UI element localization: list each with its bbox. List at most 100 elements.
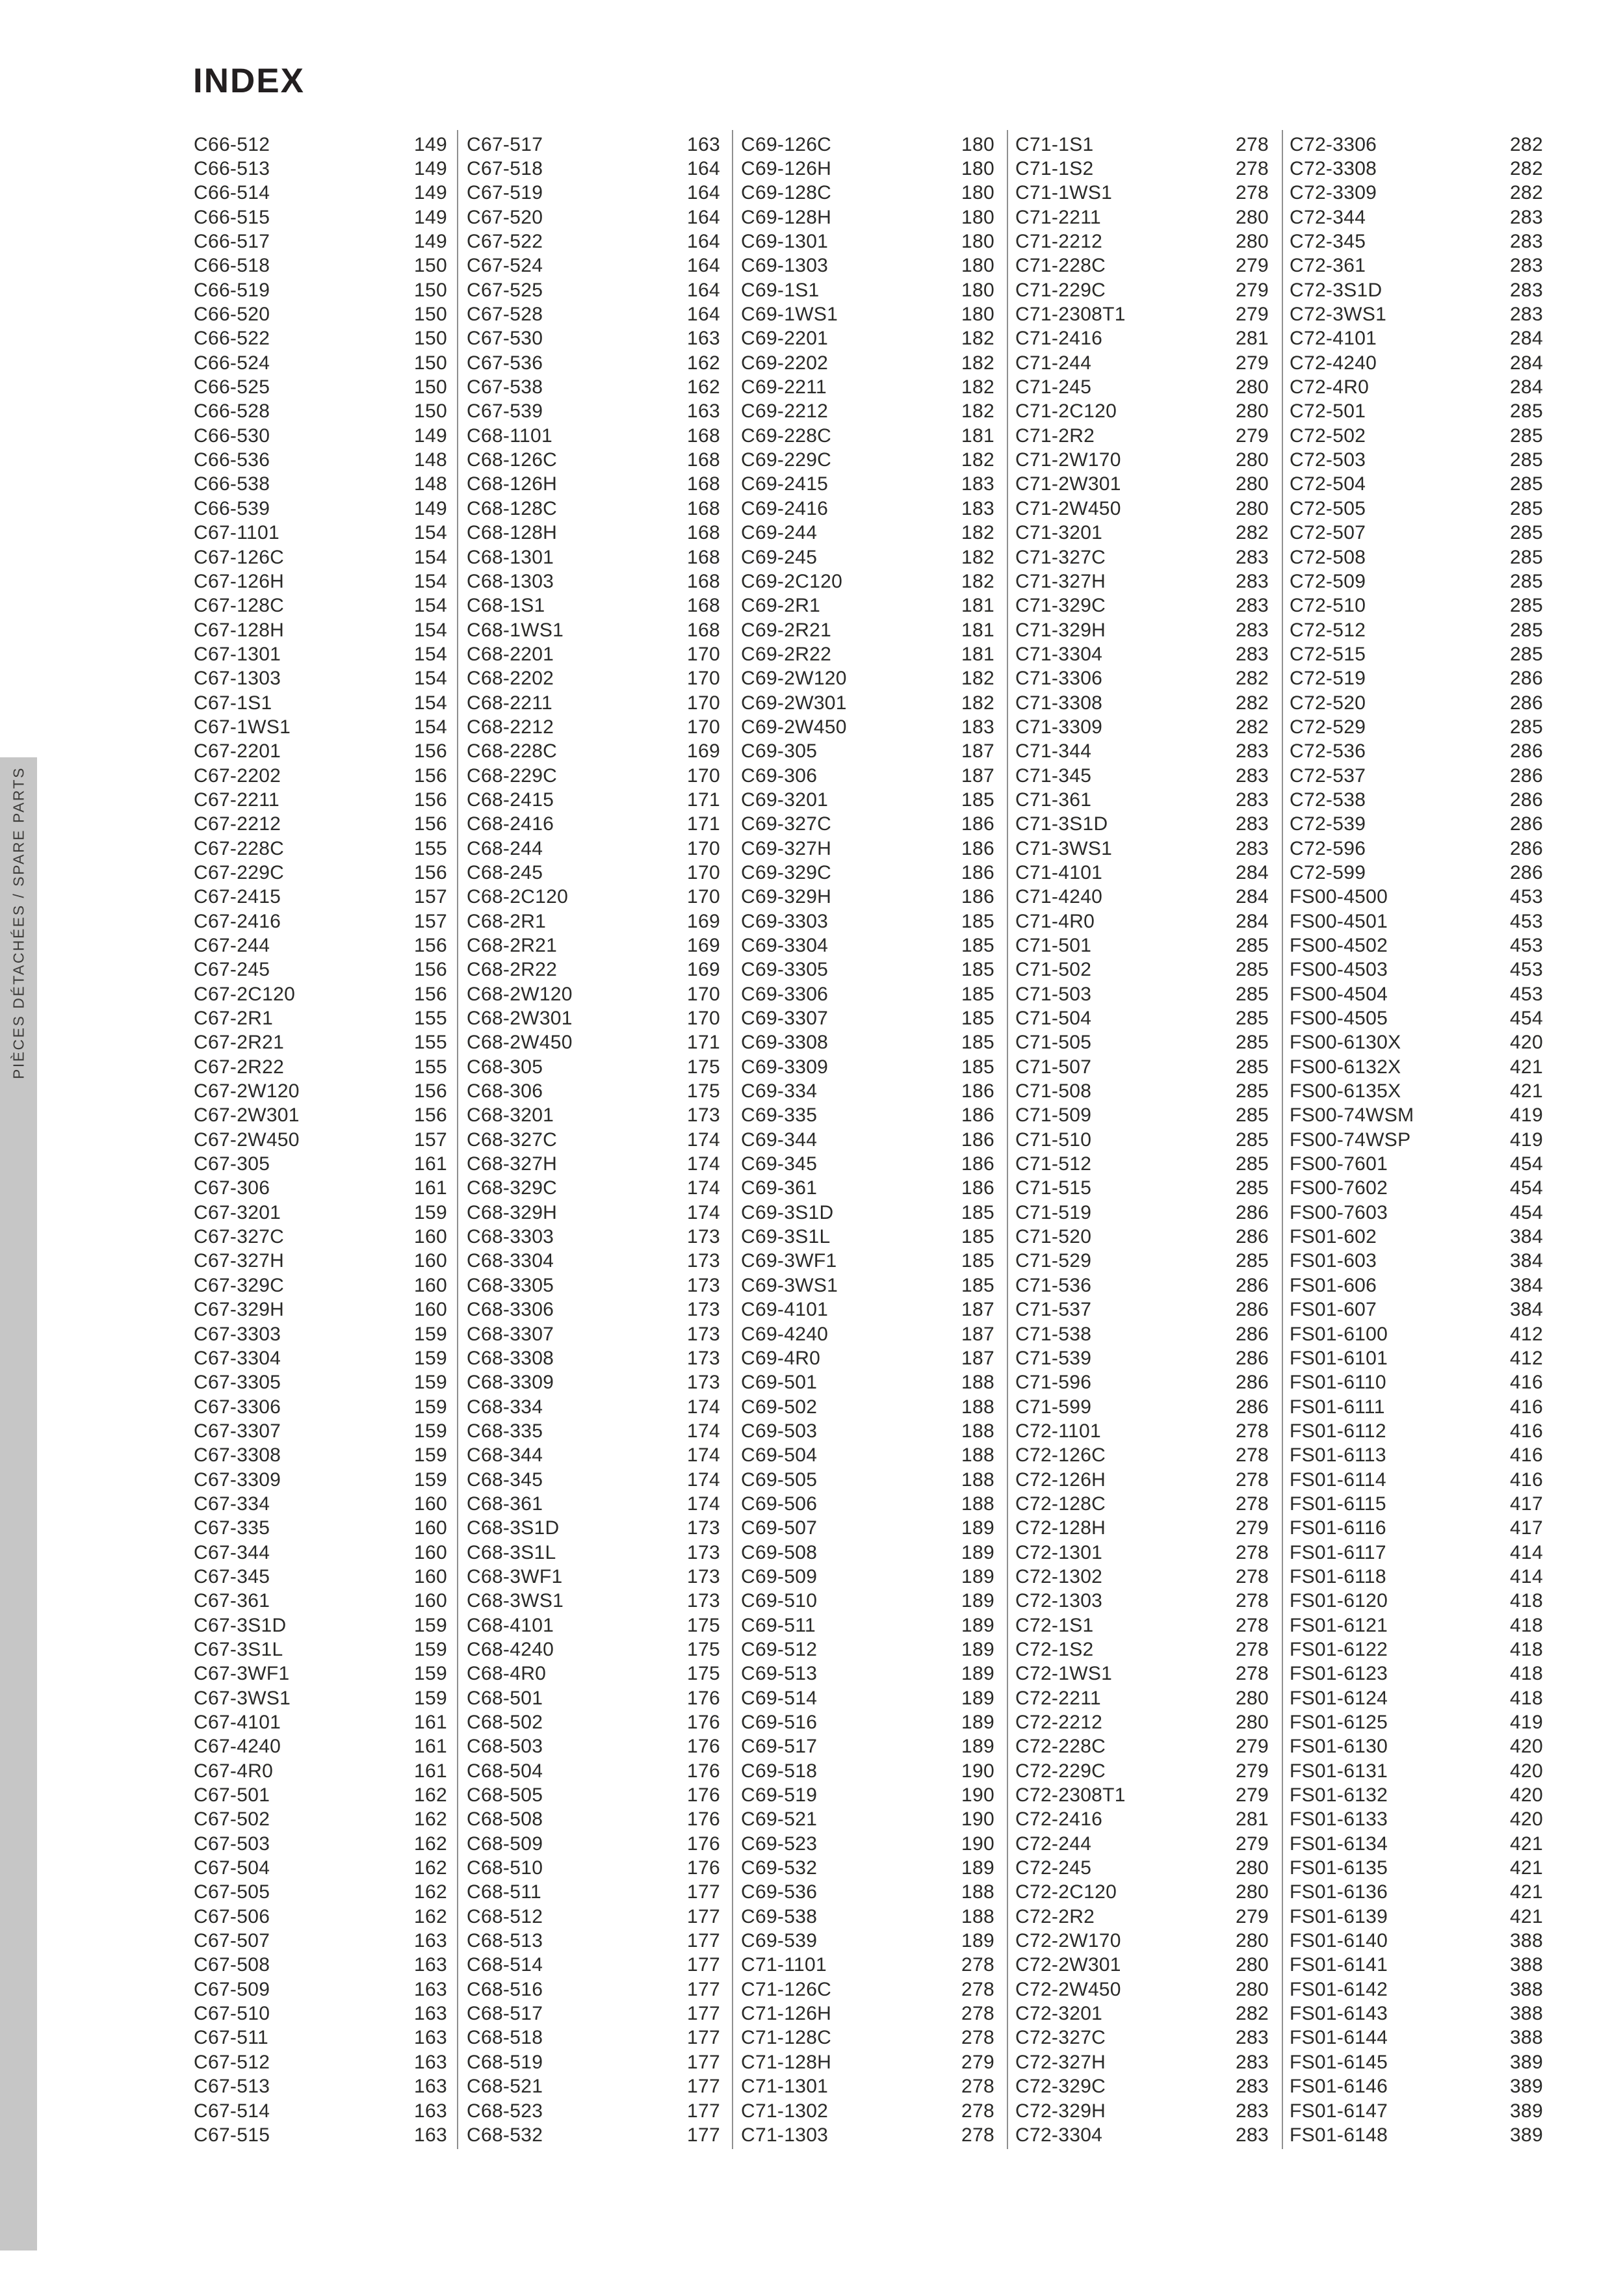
part-number: C71-329H <box>1015 619 1106 641</box>
part-number: C72-2W170 <box>1015 1930 1121 1952</box>
page-number: 177 <box>687 1954 720 1976</box>
part-number: C72-539 <box>1290 813 1366 835</box>
page-number: 182 <box>961 546 994 568</box>
index-row: C68-244 170 <box>467 837 720 861</box>
page-number: 286 <box>1510 861 1543 883</box>
index-row: C69-2R22 181 <box>741 642 994 666</box>
index-row: C69-128C 180 <box>741 181 994 205</box>
part-number: C72-502 <box>1290 424 1366 447</box>
index-row: C72-537 286 <box>1290 764 1543 788</box>
page-number: 279 <box>1236 304 1269 326</box>
part-number: C67-518 <box>467 158 543 180</box>
part-number: C68-305 <box>467 1056 543 1078</box>
page-number: 278 <box>961 2124 994 2146</box>
index-row: C68-532 177 <box>467 2123 720 2147</box>
part-number: C71-345 <box>1015 764 1092 787</box>
part-number: C68-2415 <box>467 789 554 811</box>
index-row: C72-596 286 <box>1290 837 1543 861</box>
part-number: FS01-6144 <box>1290 2027 1388 2049</box>
page-number: 170 <box>687 764 720 787</box>
index-row: C68-3309 173 <box>467 1371 720 1395</box>
page-number: 154 <box>414 522 447 544</box>
part-number: C67-344 <box>194 1541 270 1563</box>
part-number: C69-128H <box>741 206 832 228</box>
page-number: 282 <box>1236 2003 1269 2025</box>
index-row: C67-1101 154 <box>194 521 447 545</box>
index-row: FS01-6124 418 <box>1290 1686 1543 1710</box>
index-row: C67-507 163 <box>194 1929 447 1953</box>
page-number: 180 <box>961 255 994 277</box>
page-number: 283 <box>1236 595 1269 617</box>
page-number: 150 <box>414 376 447 398</box>
page-number: 154 <box>414 692 447 714</box>
page-number: 416 <box>1510 1372 1543 1394</box>
page-number: 286 <box>1510 740 1543 763</box>
index-row: C72-244 279 <box>1015 1832 1269 1856</box>
part-number: C69-3309 <box>741 1056 829 1078</box>
index-row: C68-327C 174 <box>467 1128 720 1152</box>
page-number: 279 <box>1236 1736 1269 1758</box>
page-number: 181 <box>961 424 994 447</box>
index-row: C67-1S1 154 <box>194 691 447 715</box>
part-number: C69-2R1 <box>741 595 821 617</box>
part-number: C68-521 <box>467 2076 543 2098</box>
index-row: C67-3S1L 159 <box>194 1637 447 1662</box>
page-number: 149 <box>414 182 447 204</box>
page-number: 416 <box>1510 1420 1543 1442</box>
part-number: C68-344 <box>467 1444 543 1467</box>
page-number: 388 <box>1510 2003 1543 2025</box>
page-number: 174 <box>687 1153 720 1175</box>
page-number: 162 <box>414 1784 447 1807</box>
part-number: C69-3308 <box>741 1032 829 1054</box>
part-number: C69-2C120 <box>741 570 843 592</box>
part-number: C72-507 <box>1290 522 1366 544</box>
part-number: C71-228C <box>1015 255 1106 277</box>
page-number: 278 <box>1236 1468 1269 1491</box>
part-number: C71-3308 <box>1015 692 1103 714</box>
index-row: C71-504 285 <box>1015 1006 1269 1030</box>
index-row: C71-529 285 <box>1015 1249 1269 1273</box>
index-row: C71-1301 278 <box>741 2075 994 2099</box>
page-number: 279 <box>961 2051 994 2073</box>
index-row: C67-4101 161 <box>194 1710 447 1734</box>
part-number: C69-505 <box>741 1468 818 1491</box>
index-row: C69-3308 185 <box>741 1031 994 1055</box>
part-number: C69-1WS1 <box>741 304 838 326</box>
page-number: 190 <box>961 1808 994 1831</box>
index-row: C72-2212 280 <box>1015 1710 1269 1734</box>
index-row: C66-530 149 <box>194 424 447 448</box>
part-number: C66-519 <box>194 279 270 301</box>
page-number: 180 <box>961 279 994 301</box>
part-number: C72-3306 <box>1290 133 1377 155</box>
page-number: 174 <box>687 1201 720 1223</box>
index-row: C67-1303 154 <box>194 667 447 691</box>
index-row: C71-512 285 <box>1015 1152 1269 1176</box>
index-row: C72-515 285 <box>1290 642 1543 666</box>
page-number: 159 <box>414 1372 447 1394</box>
part-number: C67-335 <box>194 1517 270 1539</box>
part-number: C68-306 <box>467 1080 543 1102</box>
index-row: FS01-6143 388 <box>1290 2002 1543 2026</box>
part-number: C68-502 <box>467 1712 543 1734</box>
page-number: 183 <box>961 473 994 495</box>
part-number: C71-507 <box>1015 1056 1092 1078</box>
index-row: C71-2212 280 <box>1015 229 1269 254</box>
index-row: C67-335 160 <box>194 1517 447 1541</box>
part-number: C69-3S1D <box>741 1201 834 1223</box>
part-number: FS00-4502 <box>1290 935 1388 957</box>
page-number: 418 <box>1510 1590 1543 1612</box>
part-number: C67-509 <box>194 1978 270 2000</box>
index-row: C67-3303 159 <box>194 1322 447 1346</box>
index-row: C69-3S1L 185 <box>741 1225 994 1249</box>
page-number: 148 <box>414 449 447 471</box>
part-number: C68-3309 <box>467 1372 554 1394</box>
part-number: C71-3304 <box>1015 643 1103 665</box>
part-number: C71-515 <box>1015 1177 1092 1199</box>
page-number: 154 <box>414 570 447 592</box>
index-row: C67-361 160 <box>194 1589 447 1613</box>
part-number: C67-504 <box>194 1857 270 1879</box>
page-number: 174 <box>687 1177 720 1199</box>
part-number: C69-502 <box>741 1396 818 1418</box>
part-number: C71-537 <box>1015 1299 1092 1321</box>
page-number: 285 <box>1236 983 1269 1005</box>
